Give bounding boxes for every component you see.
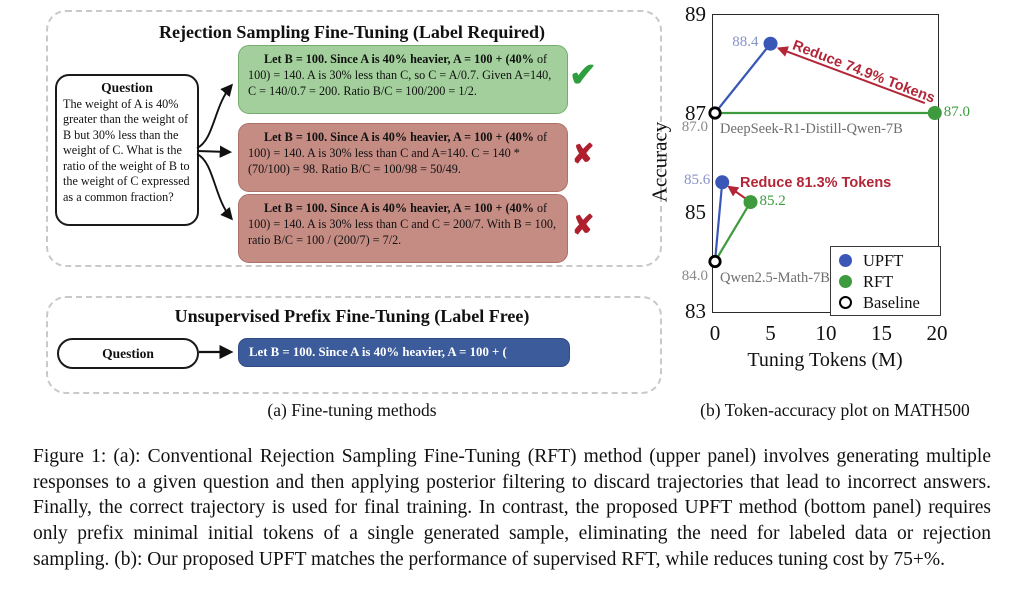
x-tick-10: 10	[815, 321, 837, 345]
legend-row-upft: UPFT	[839, 250, 934, 271]
rft-panel-title: Rejection Sampling Fine-Tuning (Label Re…	[158, 22, 546, 42]
response-prefix-bold: Let B = 100. Since A is 40% heavier, A =…	[264, 130, 534, 144]
response-text: Let B = 100. Since A is 40% heavier, A =…	[248, 200, 558, 248]
chart-legend: UPFT RFT Baseline	[830, 246, 941, 316]
y-tick-89: 89	[685, 2, 706, 26]
baseline-value-label-1: 84.0	[681, 267, 708, 284]
x-tick-15: 15	[871, 321, 892, 345]
response-rest: of 100) = 140. A is 30% less than C, so …	[248, 52, 552, 99]
y-tick-87: 87	[685, 101, 706, 125]
rft-dot-icon	[839, 275, 852, 288]
subcaption-b: (b) Token-accuracy plot on MATH500	[700, 400, 970, 420]
upft-value-label-1: 85.6	[683, 172, 711, 189]
upft-panel-title: Unsupervised Prefix Fine-Tuning (Label F…	[174, 306, 530, 326]
cross-icon: ✘	[571, 139, 595, 169]
response-text: Let B = 100. Since A is 40% heavier, A =…	[248, 51, 558, 99]
question-pill: Question	[57, 338, 199, 369]
response-rest: of 100) = 140. A is 30% less than C and …	[248, 201, 557, 248]
legend-label: RFT	[863, 271, 894, 291]
legend-label: UPFT	[863, 250, 904, 270]
check-icon: ✔	[569, 58, 597, 94]
figure-caption: Figure 1: (a): Conventional Rejection Sa…	[33, 446, 991, 570]
response-box-incorrect-2: Let B = 100. Since A is 40% heavier, A =…	[238, 194, 568, 263]
question-box: Question The weight of A is 40% greater …	[55, 74, 199, 226]
x-tick-0: 0	[709, 321, 721, 345]
x-axis-label: Tuning Tokens (M)	[747, 349, 903, 371]
y-tick-85: 85	[685, 200, 706, 224]
response-text: Let B = 100. Since A is 40% heavier, A =…	[248, 129, 558, 177]
response-prefix-bold: Let B = 100. Since A is 40% heavier, A =…	[264, 52, 534, 66]
subcaption-a: (a) Fine-tuning methods	[267, 400, 437, 420]
prefix-box: Let B = 100. Since A is 40% heavier, A =…	[238, 338, 570, 367]
legend-row-rft: RFT	[839, 271, 934, 292]
cross-icon: ✘	[571, 210, 595, 240]
upft-dot-icon	[839, 254, 852, 267]
legend-row-baseline: Baseline	[839, 292, 934, 313]
response-prefix-bold: Let B = 100. Since A is 40% heavier, A =…	[264, 201, 534, 215]
baseline-value-label-0: 87.0	[681, 119, 708, 135]
question-box-title: Question	[101, 80, 153, 95]
x-tick-5: 5	[765, 321, 776, 345]
response-box-incorrect-1: Let B = 100. Since A is 40% heavier, A =…	[238, 123, 568, 192]
x-tick-20: 20	[926, 321, 948, 345]
baseline-circle-icon	[839, 296, 852, 309]
question-box-text: The weight of A is 40% greater than the …	[63, 97, 190, 204]
response-rest: of 100) = 140. A is 30% less than C and …	[248, 130, 548, 177]
response-box-correct: Let B = 100. Since A is 40% heavier, A =…	[238, 45, 568, 114]
y-tick-83: 83	[685, 299, 706, 323]
legend-label: Baseline	[863, 292, 920, 312]
rft-value-label-0: 87.0	[943, 104, 971, 120]
